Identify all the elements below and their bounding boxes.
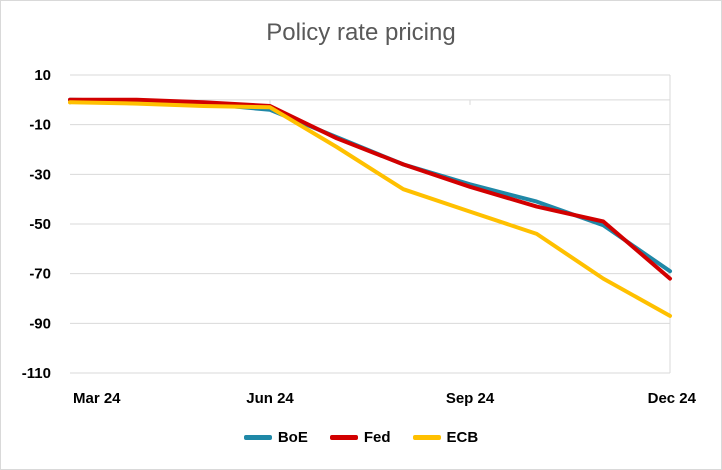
legend-label-boe: BoE bbox=[277, 429, 308, 446]
legend-swatch-fed bbox=[329, 435, 358, 440]
legend-swatch-boe bbox=[243, 435, 272, 440]
y-axis-ticks: 10 -10 -30 -50 -70 -90 -110 bbox=[22, 67, 51, 382]
x-tick-label-2: Sep 24 bbox=[446, 390, 495, 407]
x-tick-label-3: Dec 24 bbox=[648, 390, 697, 407]
legend-swatch-ecb bbox=[412, 435, 441, 440]
series-line-fed bbox=[68, 97, 672, 281]
legend-label-ecb: ECB bbox=[446, 429, 479, 446]
legend-item-fed: Fed bbox=[329, 429, 391, 446]
series-line-ecb bbox=[68, 100, 672, 318]
legend-item-ecb: ECB bbox=[412, 429, 479, 446]
x-axis-ticks: Mar 24 Jun 24 Sep 24 Dec 24 bbox=[73, 390, 697, 407]
y-tick-label-5: -90 bbox=[29, 315, 51, 332]
chart-title: Policy rate pricing bbox=[266, 19, 456, 46]
y-tick-label-0: 10 bbox=[34, 67, 51, 84]
series-lines bbox=[68, 97, 672, 318]
legend-item-boe: BoE bbox=[243, 429, 308, 446]
legend: BoE Fed ECB bbox=[1, 429, 721, 446]
y-tick-label-6: -110 bbox=[22, 365, 51, 382]
x-tick-label-1: Jun 24 bbox=[246, 390, 294, 407]
y-tick-label-1: -10 bbox=[29, 117, 51, 134]
y-tick-label-4: -70 bbox=[29, 266, 51, 283]
y-tick-label-2: -30 bbox=[29, 166, 51, 183]
y-tick-label-3: -50 bbox=[29, 216, 51, 233]
series-line-boe bbox=[68, 97, 672, 274]
x-tick-label-0: Mar 24 bbox=[73, 390, 121, 407]
legend-label-fed: Fed bbox=[363, 429, 391, 446]
gridlines bbox=[69, 74, 671, 374]
